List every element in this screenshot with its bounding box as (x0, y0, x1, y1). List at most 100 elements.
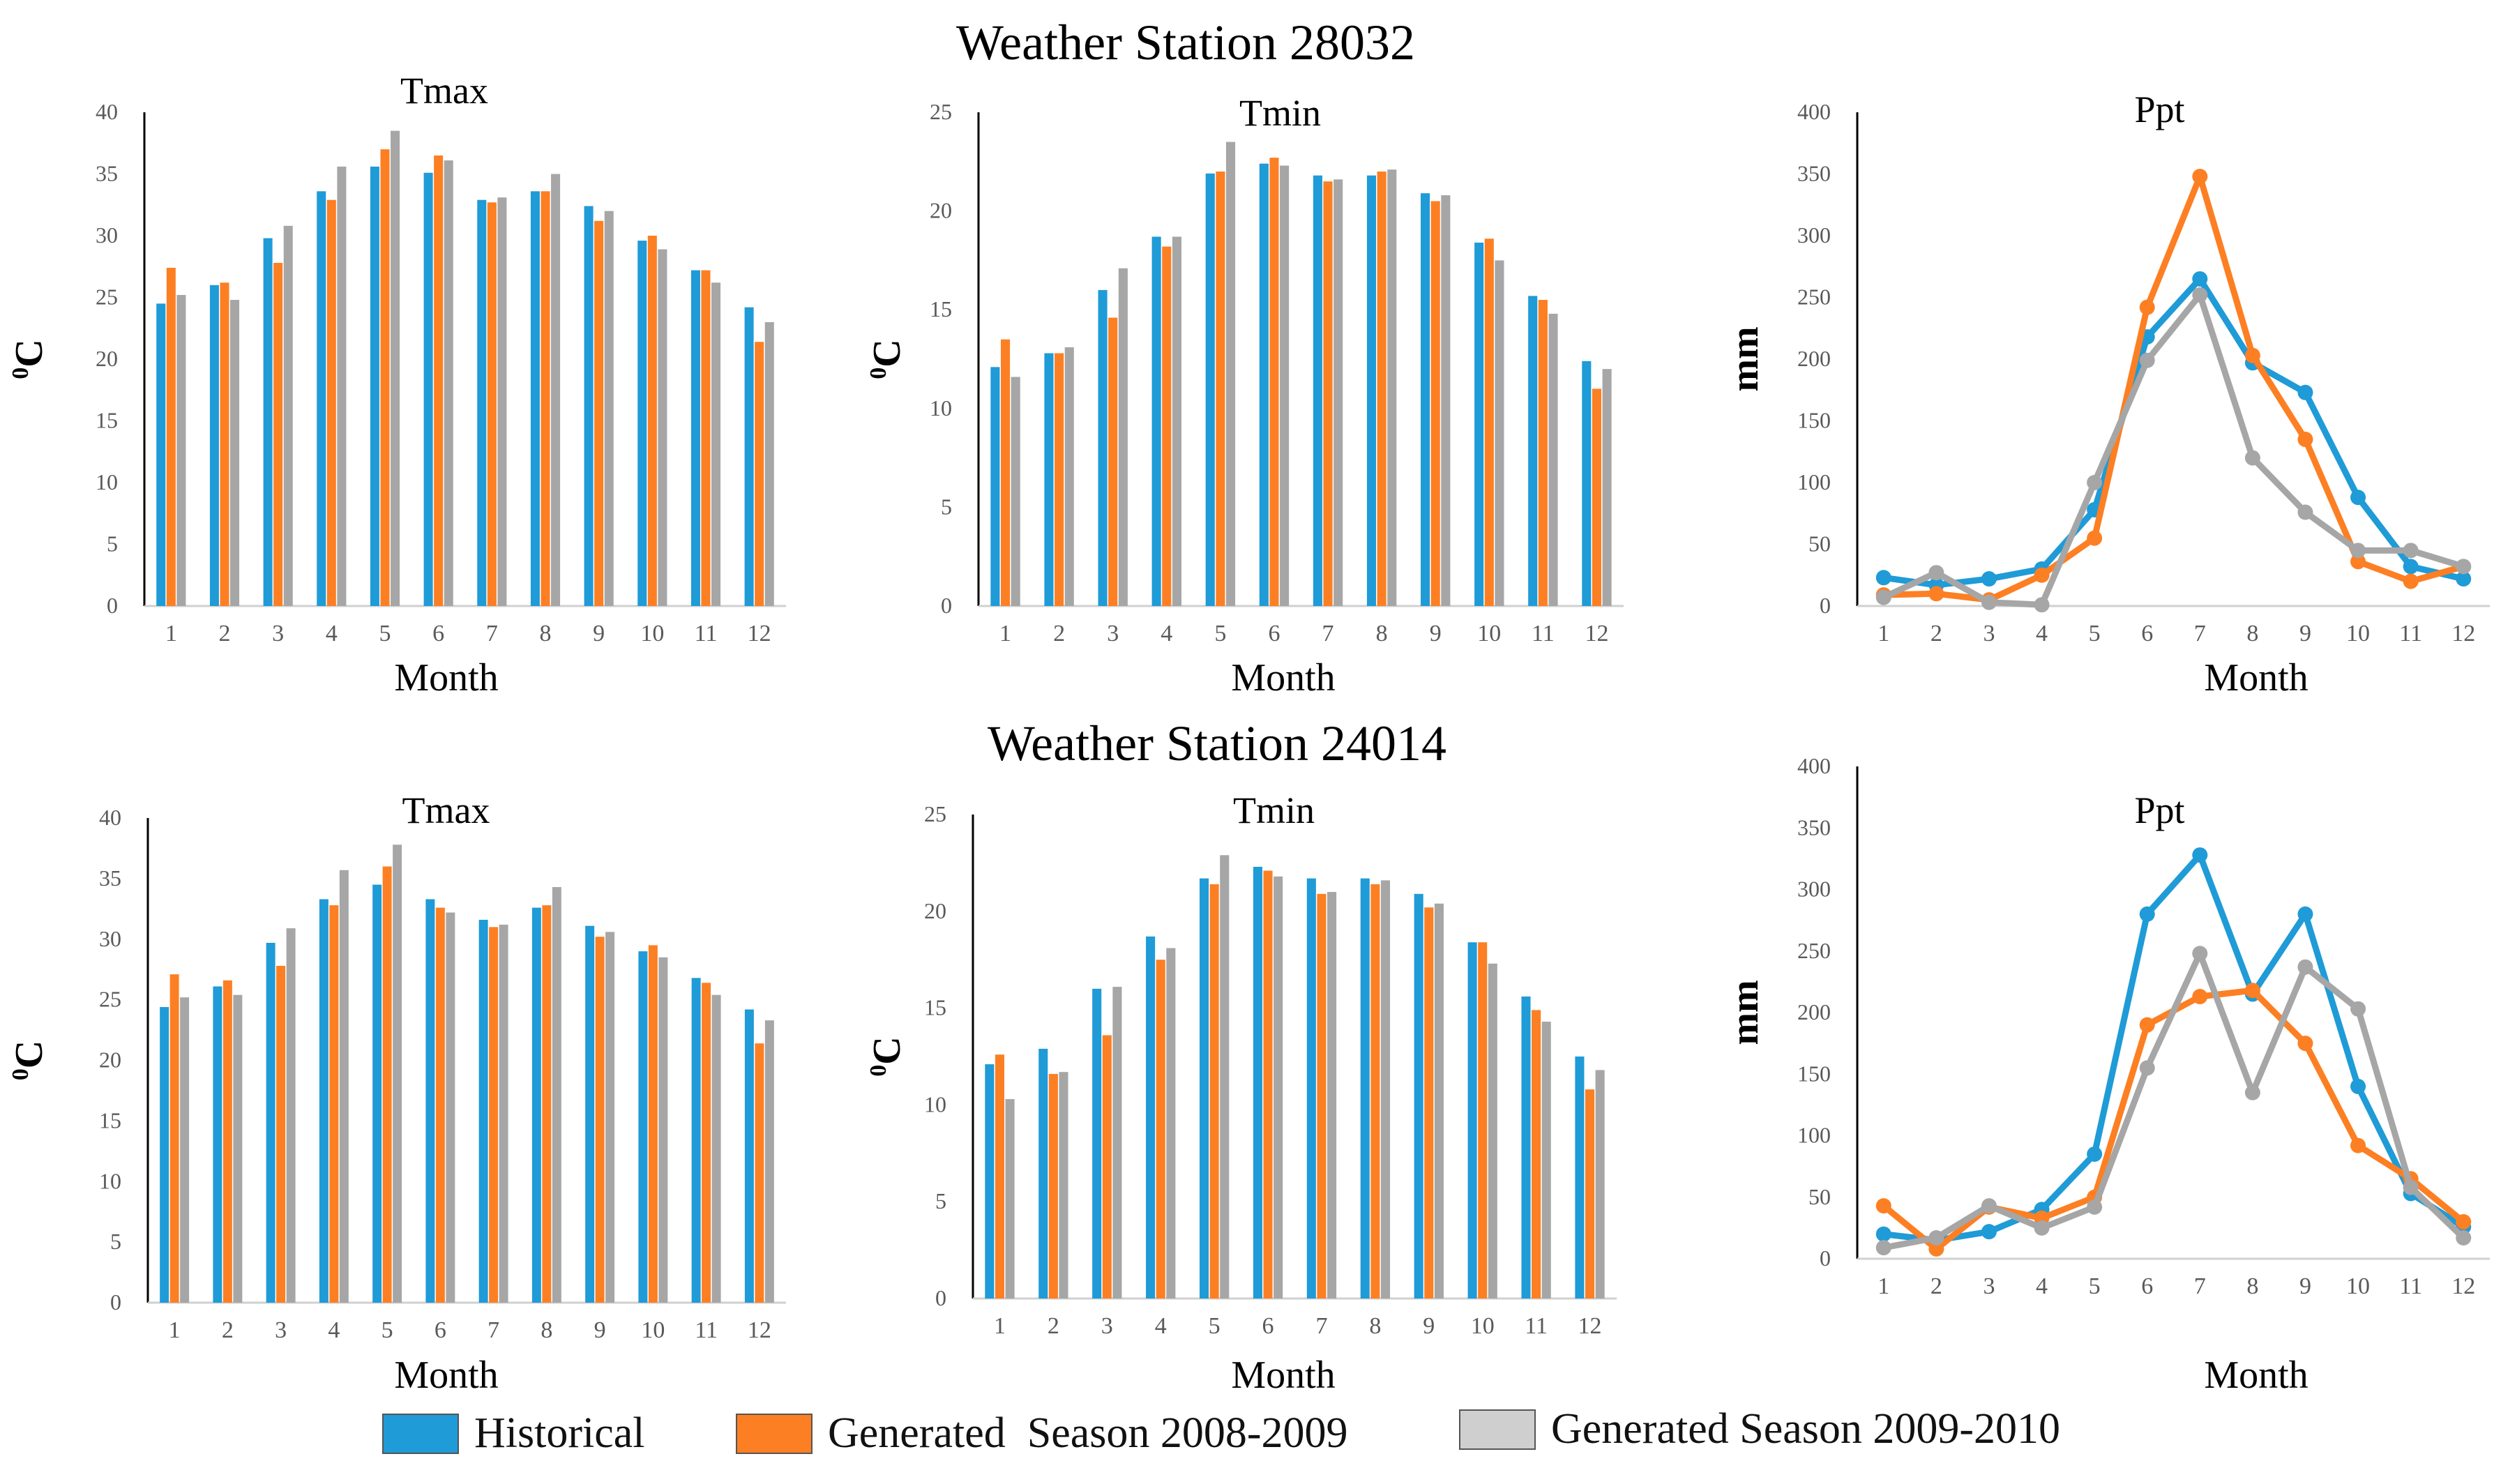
bar-historical (1044, 353, 1054, 606)
bar-historical (370, 166, 379, 606)
bar-gen-2008-2009 (382, 866, 392, 1303)
x-tick-label: 5 (2089, 621, 2101, 646)
line-gen-2008-2009 (1883, 173, 2465, 603)
x-tick-label: 9 (2299, 1273, 2311, 1299)
point-marker-gen-2008-2009 (2297, 1036, 2313, 1052)
bar-gen-2009-2010 (711, 282, 721, 606)
chart-title: Ppt (2134, 789, 2184, 831)
y-tick-label: 25 (96, 285, 118, 310)
y-tick-label: 10 (96, 469, 118, 494)
bar-historical (319, 899, 328, 1303)
x-tick-label: 7 (2194, 621, 2206, 646)
bar-gen-2009-2010 (604, 211, 614, 607)
y-tick-label: 10 (99, 1168, 121, 1193)
point-marker-gen-2008-2009 (2139, 299, 2155, 315)
y-tick-label: 25 (924, 801, 946, 826)
point-marker-gen-2009-2010 (2403, 543, 2419, 559)
bar-gen-2009-2010 (444, 160, 453, 606)
bar-gen-2008-2009 (166, 268, 176, 606)
point-marker-gen-2009-2010 (2192, 946, 2208, 962)
x-tick-label: 7 (488, 1317, 499, 1343)
point-marker-gen-2008-2009 (2456, 1214, 2472, 1230)
y-tick-label: 40 (99, 805, 121, 830)
x-axis-label: Month (1231, 1354, 1335, 1397)
bar-gen-2009-2010 (1059, 1072, 1068, 1298)
point-marker-gen-2008-2009 (2087, 530, 2103, 546)
bar-historical (1199, 878, 1209, 1298)
x-tick-label: 9 (2299, 621, 2311, 646)
bar-historical (637, 241, 647, 607)
bar-gen-2009-2010 (1387, 169, 1397, 607)
bar-gen-2008-2009 (1162, 246, 1172, 606)
x-tick-label: 1 (999, 621, 1011, 646)
point-marker-gen-2009-2010 (1928, 565, 1944, 581)
bar-gen-2008-2009 (755, 1043, 764, 1303)
bar-gen-2009-2010 (446, 912, 455, 1303)
y-tick-label: 40 (96, 99, 118, 124)
bar-gen-2009-2010 (764, 1020, 774, 1303)
bar-gen-2008-2009 (222, 980, 232, 1303)
y-tick-label: 25 (930, 99, 952, 124)
bar-gen-2008-2009 (1156, 960, 1165, 1298)
line-gen-2009-2010 (1882, 292, 2465, 608)
point-marker-gen-2009-2010 (2456, 559, 2472, 575)
bar-historical (1575, 1057, 1585, 1298)
bar-gen-2008-2009 (1102, 1035, 1112, 1298)
point-marker-historical (1875, 1226, 1891, 1242)
point-marker-gen-2008-2009 (2034, 567, 2050, 583)
point-marker-gen-2009-2010 (1875, 589, 1891, 605)
y-tick-label: 15 (924, 995, 946, 1020)
y-tick-label: 300 (1797, 222, 1831, 248)
bar-historical (1414, 893, 1423, 1298)
x-axis-label: Month (394, 656, 498, 699)
legend-swatch-historical (382, 1413, 459, 1454)
y-axis-label: 0C (8, 339, 51, 379)
point-marker-historical (2403, 559, 2419, 575)
bar-historical (1151, 236, 1161, 606)
point-marker-historical (2139, 906, 2155, 922)
bar-gen-2009-2010 (1595, 1070, 1605, 1298)
point-marker-gen-2009-2010 (2456, 1229, 2472, 1246)
bar-gen-2008-2009 (995, 1054, 1004, 1298)
x-tick-label: 6 (435, 1317, 446, 1343)
point-marker-gen-2009-2010 (2244, 1084, 2260, 1100)
bar-historical (1360, 878, 1370, 1298)
point-marker-gen-2008-2009 (2350, 554, 2366, 570)
bar-gen-2008-2009 (326, 199, 336, 606)
x-tick-label: 3 (1983, 621, 1995, 646)
bar-gen-2008-2009 (487, 202, 497, 607)
x-tick-label: 10 (1471, 1313, 1495, 1339)
bar-historical (213, 986, 222, 1303)
bar-gen-2009-2010 (1441, 195, 1451, 607)
point-marker-gen-2009-2010 (2403, 1179, 2419, 1195)
bar-historical (1582, 361, 1592, 606)
bar-gen-2008-2009 (1532, 1010, 1541, 1298)
legend-label: Generated Season 2008-2009 (828, 1409, 1348, 1457)
point-marker-historical (2350, 1078, 2366, 1094)
x-tick-label: 10 (2346, 1273, 2370, 1299)
x-tick-label: 2 (1930, 1273, 1942, 1299)
y-axis-label: 0C (866, 339, 909, 379)
point-marker-historical (2456, 571, 2472, 587)
x-tick-label: 3 (1107, 621, 1119, 646)
bar-gen-2008-2009 (755, 342, 764, 606)
bar-historical (744, 1009, 754, 1303)
bar-historical (263, 238, 273, 606)
bar-gen-2008-2009 (1377, 171, 1386, 606)
x-tick-label: 6 (2141, 1273, 2153, 1299)
bar-historical (1205, 173, 1215, 607)
x-tick-label: 11 (2399, 1273, 2422, 1299)
x-tick-label: 11 (695, 1317, 718, 1343)
point-marker-historical (2087, 1146, 2103, 1162)
bar-historical (160, 1007, 169, 1303)
point-marker-gen-2009-2010 (2244, 450, 2260, 466)
x-tick-label: 8 (2246, 621, 2258, 646)
x-tick-label: 3 (272, 621, 284, 646)
station-title-28032: Weather Station 28032 (955, 15, 1416, 70)
y-tick-label: 50 (1808, 531, 1831, 556)
bar-gen-2008-2009 (276, 965, 286, 1303)
y-tick-label: 0 (935, 1285, 946, 1310)
x-tick-label: 6 (1268, 621, 1280, 646)
